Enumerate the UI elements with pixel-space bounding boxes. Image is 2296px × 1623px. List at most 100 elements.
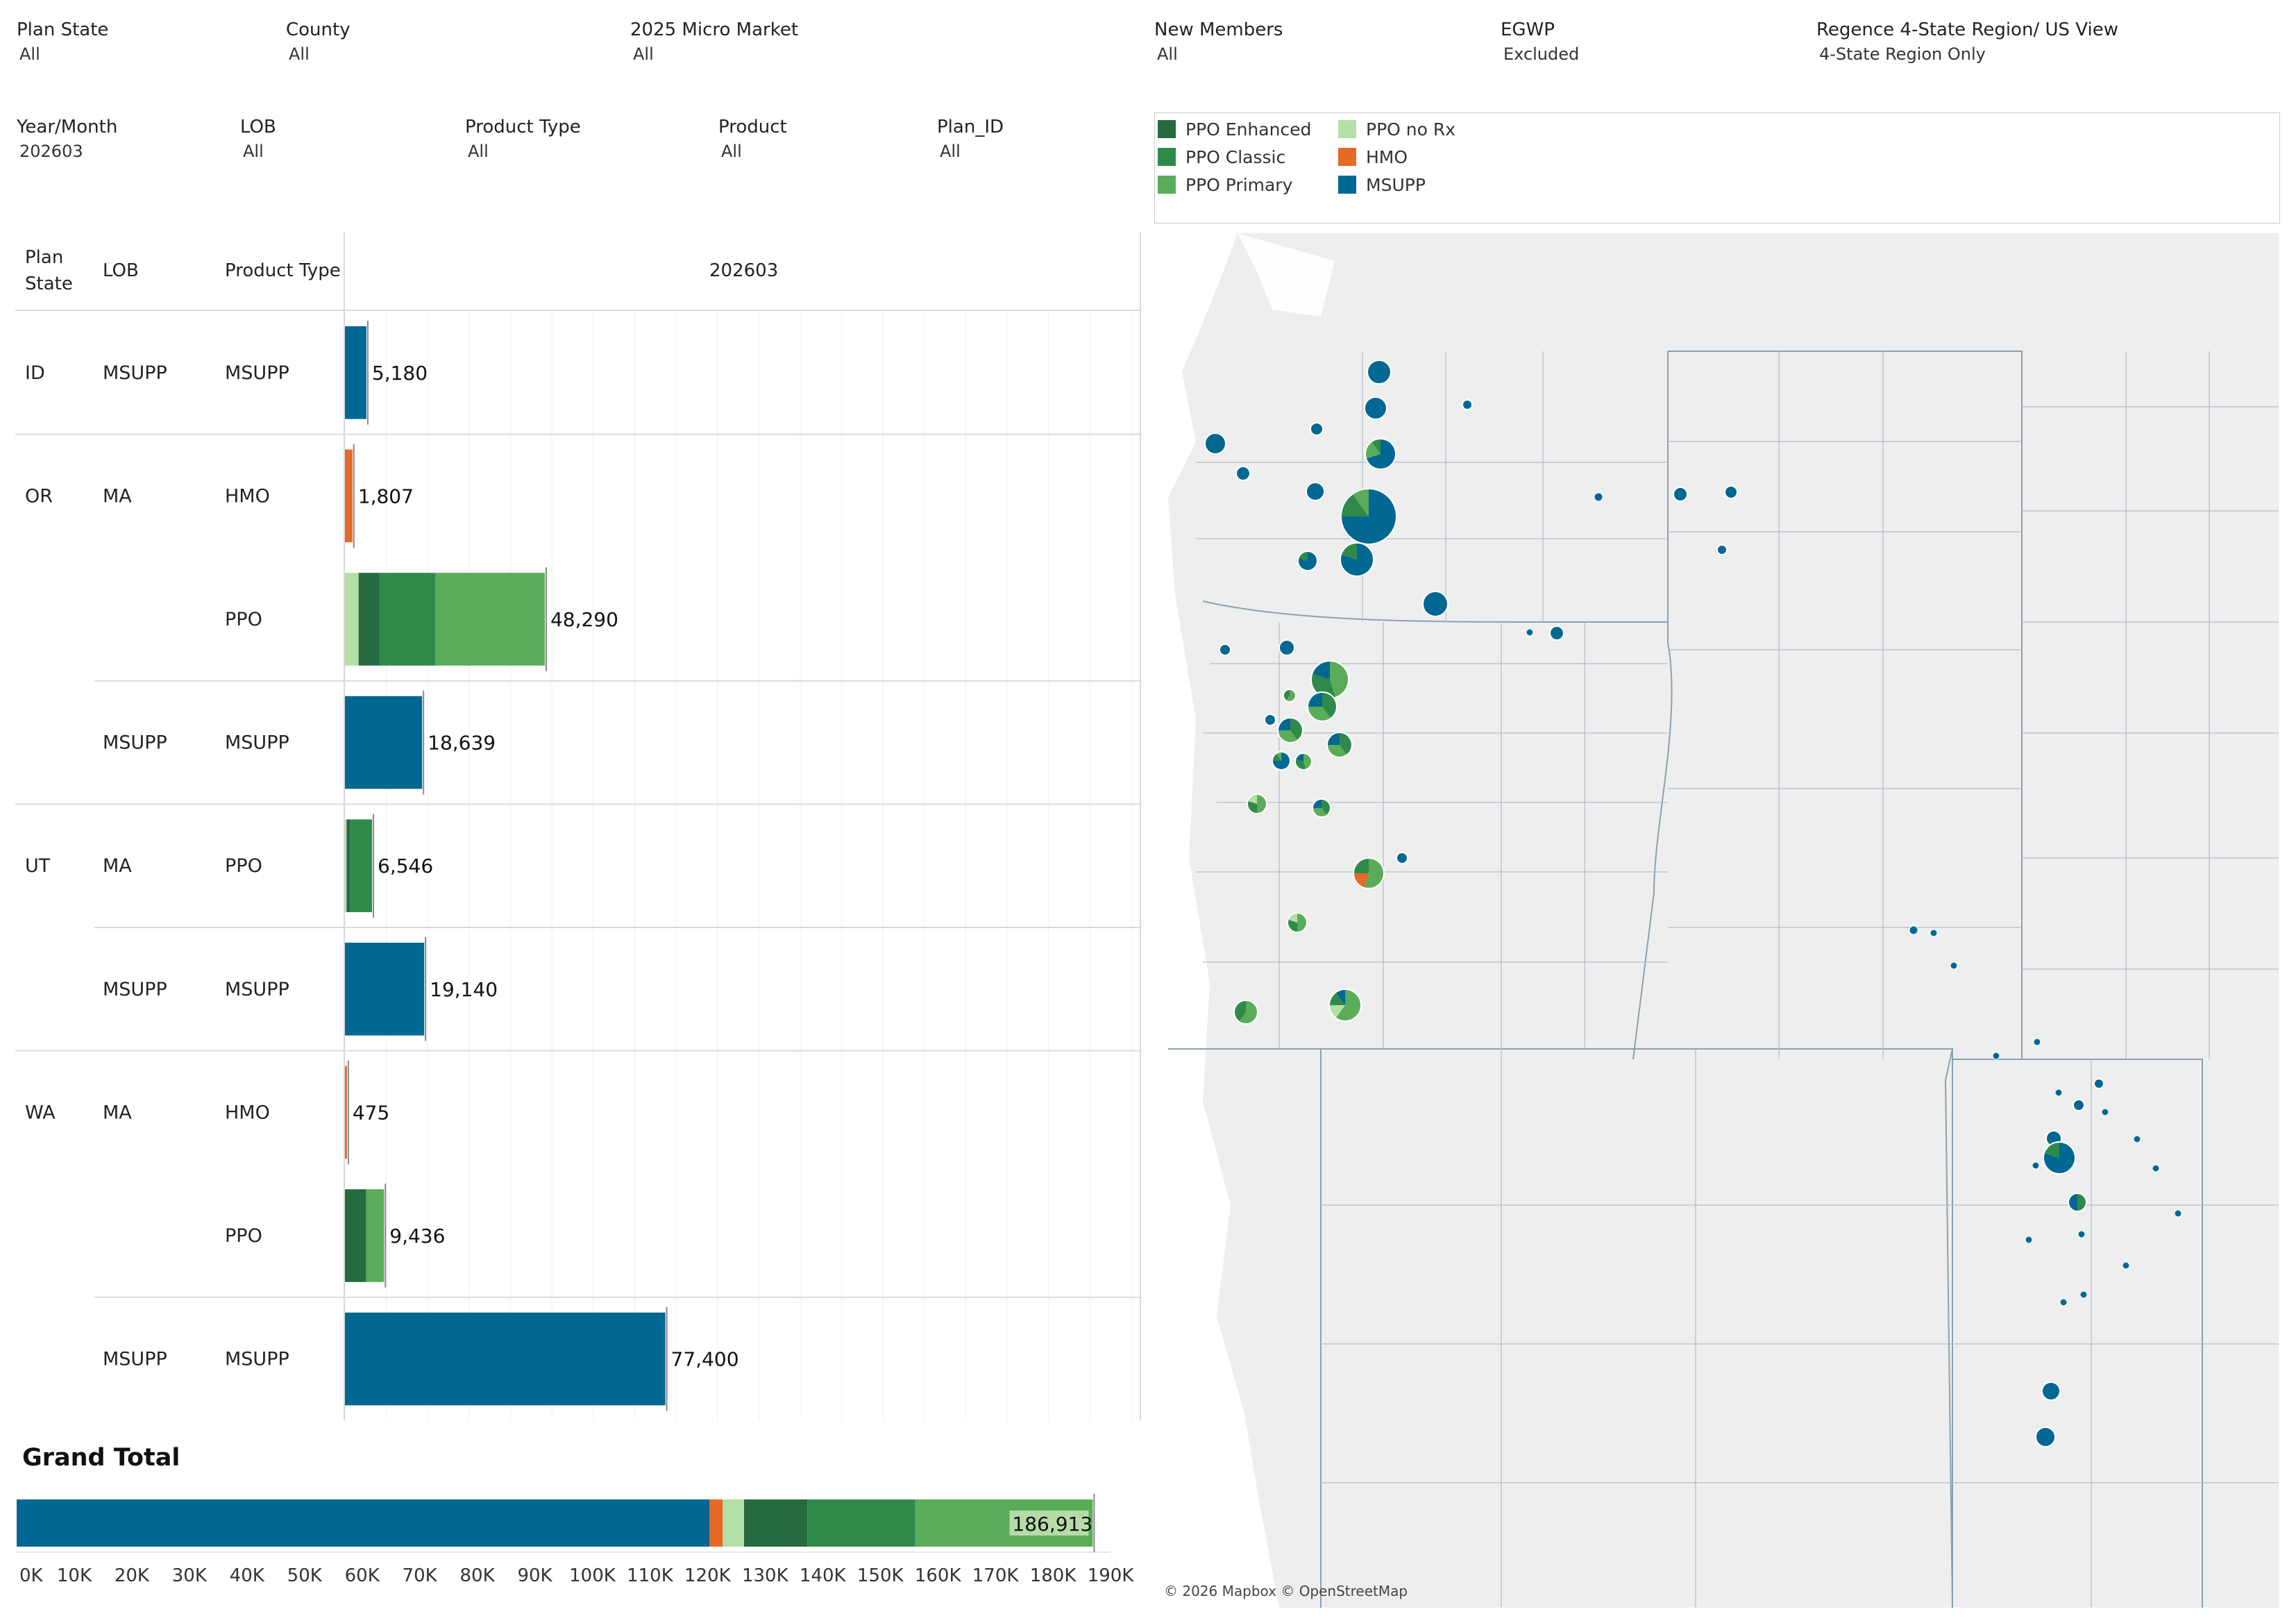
map-marker[interactable] xyxy=(1326,732,1353,758)
map-marker[interactable] xyxy=(1462,399,1473,410)
map-marker[interactable] xyxy=(1297,550,1318,571)
grand-total-segment-ppo-classic[interactable] xyxy=(807,1499,915,1547)
map-marker[interactable] xyxy=(1247,793,1267,814)
filter-row2-0[interactable]: Year/Month 202603 xyxy=(17,117,117,161)
map-marker[interactable] xyxy=(2122,1261,2130,1270)
map-marker[interactable] xyxy=(1287,912,1308,933)
map-marker[interactable] xyxy=(1277,717,1303,743)
bar-segment-ppo-enhanced[interactable] xyxy=(345,1189,366,1282)
bar-segment-hmo[interactable] xyxy=(345,449,353,543)
map-marker[interactable] xyxy=(2152,1164,2160,1172)
map-marker[interactable] xyxy=(1340,488,1397,545)
map-marker[interactable] xyxy=(1312,798,1331,818)
map-marker[interactable] xyxy=(1716,544,1728,555)
bar-segment-hmo[interactable] xyxy=(345,1066,347,1159)
map-marker[interactable] xyxy=(1272,751,1291,771)
map-marker[interactable] xyxy=(2059,1298,2068,1306)
map-marker[interactable] xyxy=(1673,487,1688,502)
filter-value[interactable]: 4-State Region Only xyxy=(1819,44,1986,64)
filter-row1-4[interactable]: EGWP Excluded xyxy=(1501,19,1579,64)
map-marker[interactable] xyxy=(1422,591,1449,617)
map-marker[interactable] xyxy=(2041,1381,2061,1401)
filter-value[interactable]: 202603 xyxy=(19,142,83,161)
map-marker[interactable] xyxy=(1283,689,1297,703)
map-marker[interactable] xyxy=(2073,1099,2085,1111)
map-marker[interactable] xyxy=(1306,482,1325,501)
map-marker[interactable] xyxy=(2133,1135,2141,1143)
filter-row1-1[interactable]: County All xyxy=(286,19,351,64)
map-marker[interactable] xyxy=(1396,852,1408,864)
filter-value[interactable]: All xyxy=(19,44,40,64)
map-marker[interactable] xyxy=(1264,714,1276,726)
map-marker[interactable] xyxy=(1204,432,1226,455)
legend-item-msupp[interactable]: MSUPP xyxy=(1338,171,1519,199)
map-marker[interactable] xyxy=(2035,1427,2056,1447)
map-marker[interactable] xyxy=(1365,438,1396,470)
map-marker[interactable] xyxy=(2032,1161,2040,1170)
bar-segment-ppo-primary[interactable] xyxy=(366,1189,385,1282)
bar-segment-ppo-classic[interactable] xyxy=(379,573,435,666)
map-marker[interactable] xyxy=(2054,1088,2063,1097)
map-marker[interactable] xyxy=(2033,1038,2041,1046)
grand-total-segment-msupp[interactable] xyxy=(17,1499,710,1547)
map-marker[interactable] xyxy=(1930,929,1938,937)
map-marker[interactable] xyxy=(1594,492,1603,502)
map-marker[interactable] xyxy=(1950,961,1958,970)
map-attribution[interactable]: © 2026 Mapbox © OpenStreetMap xyxy=(1164,1583,1408,1599)
bar-segment-ppo-no-rx[interactable] xyxy=(345,819,347,912)
filter-row2-1[interactable]: LOB All xyxy=(240,117,276,161)
filter-row2-2[interactable]: Product Type All xyxy=(465,117,581,161)
map-marker[interactable] xyxy=(1219,644,1231,656)
map-marker[interactable] xyxy=(1310,422,1324,436)
map-marker[interactable] xyxy=(1328,989,1362,1022)
legend-item-ppo-no-rx[interactable]: PPO no Rx xyxy=(1338,115,1519,143)
grand-total-segment-ppo-enhanced[interactable] xyxy=(743,1499,808,1547)
bar-segment-msupp[interactable] xyxy=(345,696,423,789)
map[interactable]: © 2026 Mapbox © OpenStreetMap xyxy=(1154,233,2279,1608)
map-marker[interactable] xyxy=(1235,466,1251,481)
map-marker[interactable] xyxy=(1367,360,1392,385)
bar-segment-ppo-no-rx[interactable] xyxy=(345,573,359,666)
map-marker[interactable] xyxy=(1909,925,1918,935)
filter-row1-2[interactable]: 2025 Micro Market All xyxy=(630,19,798,64)
bar-segment-ppo-enhanced[interactable] xyxy=(346,819,351,912)
map-marker[interactable] xyxy=(2174,1209,2182,1218)
map-marker[interactable] xyxy=(2101,1108,2109,1116)
filter-value[interactable]: All xyxy=(468,142,489,161)
filter-row1-5[interactable]: Regence 4-State Region/ US View 4-State R… xyxy=(1816,19,2118,64)
header-period[interactable]: 202603 xyxy=(709,260,779,281)
filter-row1-3[interactable]: New Members All xyxy=(1154,19,1283,64)
map-marker[interactable] xyxy=(1724,485,1738,499)
header-plan-state[interactable]: Plan State xyxy=(25,247,73,294)
map-marker[interactable] xyxy=(1340,542,1374,577)
map-marker[interactable] xyxy=(2079,1290,2088,1299)
map-marker[interactable] xyxy=(1278,639,1295,656)
header-product-type[interactable]: Product Type xyxy=(225,260,341,281)
grand-total-segment-hmo[interactable] xyxy=(709,1499,723,1547)
filter-value[interactable]: All xyxy=(940,142,961,161)
bar-segment-msupp[interactable] xyxy=(345,943,425,1036)
map-marker[interactable] xyxy=(1353,857,1385,889)
bar-segment-ppo-classic[interactable] xyxy=(350,819,373,912)
bar-segment-ppo-primary[interactable] xyxy=(434,573,545,666)
map-marker[interactable] xyxy=(2043,1141,2076,1175)
grand-total-segment-ppo-no-rx[interactable] xyxy=(723,1499,744,1547)
filter-row2-4[interactable]: Plan_ID All xyxy=(937,117,1004,161)
map-marker[interactable] xyxy=(1233,1000,1258,1025)
filter-value[interactable]: All xyxy=(1157,44,1178,64)
map-marker[interactable] xyxy=(1294,752,1312,771)
map-marker[interactable] xyxy=(1992,1052,2000,1060)
legend-item-hmo[interactable]: HMO xyxy=(1338,143,1519,171)
map-marker[interactable] xyxy=(2077,1230,2086,1238)
map-marker[interactable] xyxy=(2025,1236,2033,1244)
filter-value[interactable]: All xyxy=(721,142,742,161)
legend-item-ppo-primary[interactable]: PPO Primary xyxy=(1158,171,1338,199)
filter-row1-0[interactable]: Plan State All xyxy=(17,19,108,64)
map-marker[interactable] xyxy=(2093,1078,2104,1089)
filter-row2-3[interactable]: Product All xyxy=(718,117,787,161)
bar-segment-msupp[interactable] xyxy=(345,326,366,419)
legend-item-ppo-enhanced[interactable]: PPO Enhanced xyxy=(1158,115,1338,143)
filter-value[interactable]: Excluded xyxy=(1503,44,1580,64)
filter-value[interactable]: All xyxy=(289,44,310,64)
bar-segment-ppo-enhanced[interactable] xyxy=(358,573,380,666)
